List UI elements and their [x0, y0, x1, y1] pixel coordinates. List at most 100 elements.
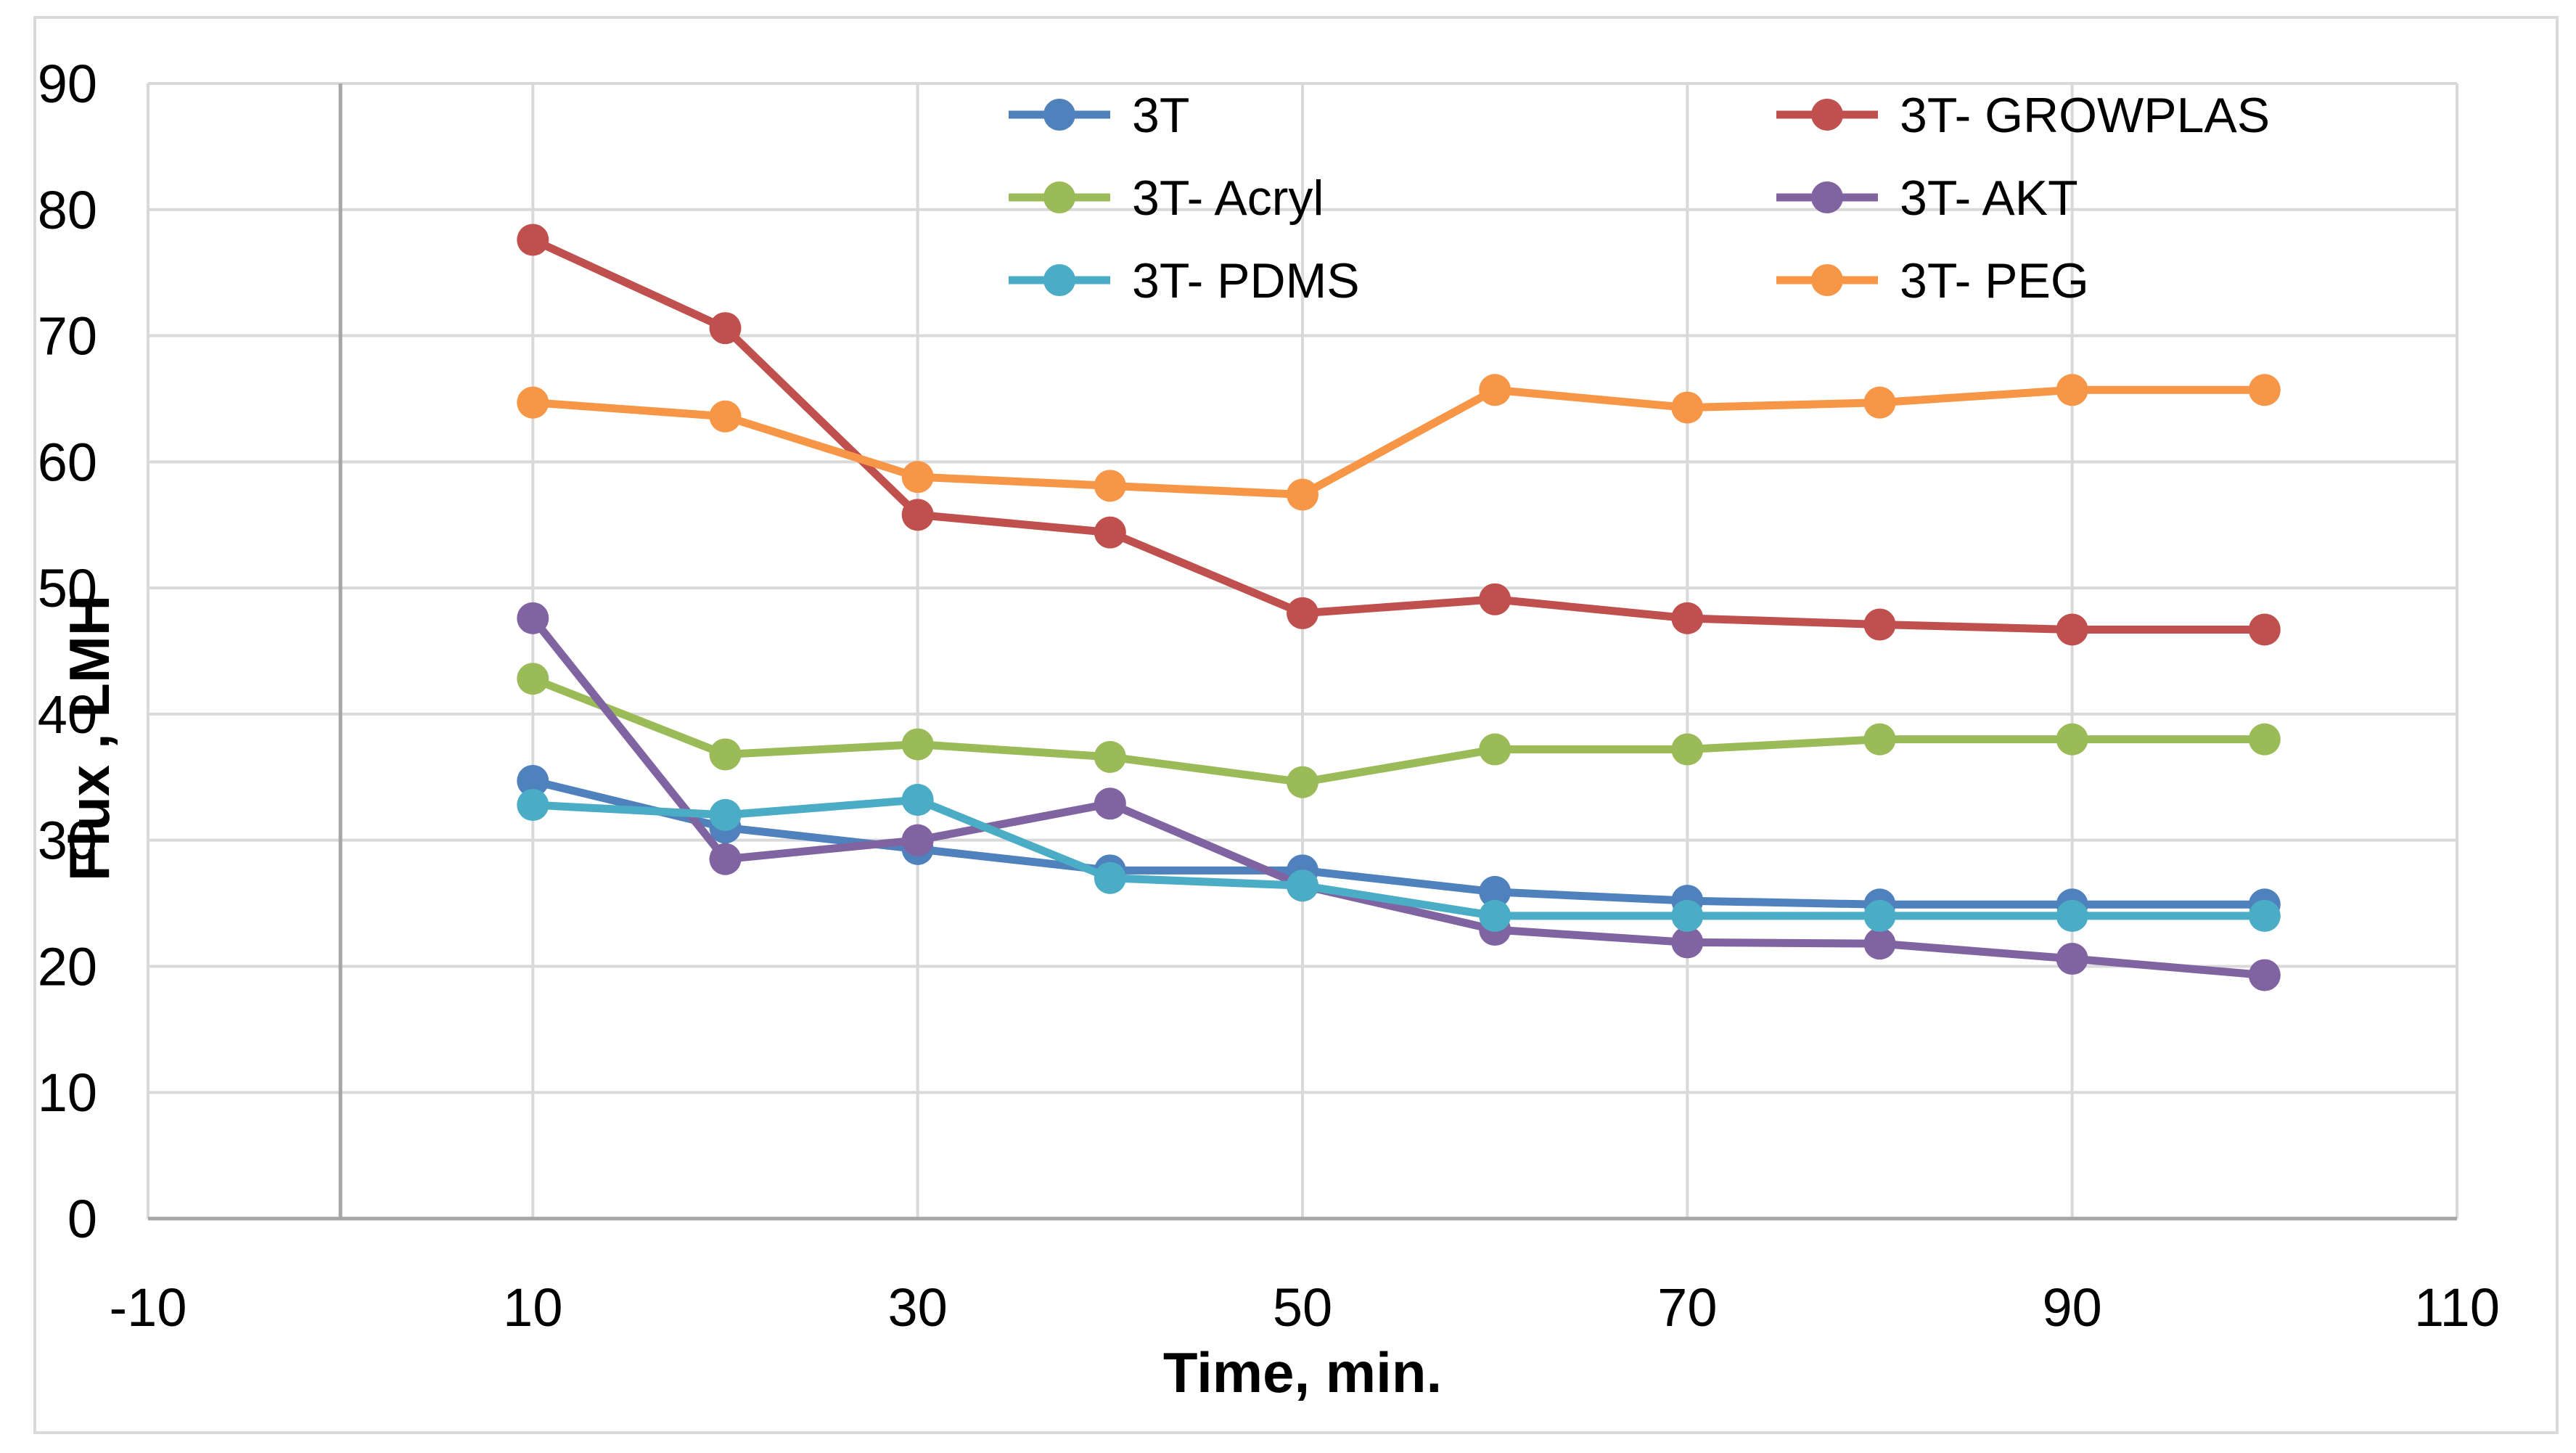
axes [148, 83, 2457, 1221]
x-tick-label: 30 [888, 1277, 948, 1338]
data-point [2248, 723, 2281, 756]
x-tick-label: 70 [1657, 1277, 1717, 1338]
data-point [2248, 959, 2281, 991]
data-point [517, 224, 549, 256]
data-point [901, 784, 934, 816]
data-point [1094, 516, 1126, 549]
legend-label: 3T- PEG [1900, 253, 2089, 308]
tick-labels: 0 10 20 30 40 50 60 70 80 90 -10 10 30 50 70 90 110 [38, 54, 2500, 1338]
data-point [1287, 478, 1318, 511]
legend-item: 3T- GROWPLAS [1776, 88, 2270, 143]
y-tick-label: 40 [38, 684, 97, 745]
y-tick-label: 70 [38, 306, 97, 367]
data-point [901, 728, 934, 761]
data-point [1863, 899, 1896, 932]
y-tick-label: 0 [67, 1189, 97, 1249]
x-tick-label: 10 [503, 1277, 562, 1338]
data-point [1863, 928, 1896, 960]
data-point [517, 663, 549, 695]
data-point [1479, 875, 1511, 908]
data-point [1287, 766, 1318, 798]
data-point [2056, 723, 2088, 756]
y-tick-label: 80 [38, 180, 97, 240]
series-line [528, 795, 2269, 920]
y-tick-label: 20 [38, 936, 97, 996]
series-line [528, 674, 2269, 787]
legend-marker [1043, 99, 1075, 131]
data-point [1479, 733, 1511, 766]
data-point [1671, 899, 1704, 932]
series-line [528, 385, 2269, 499]
series-3t-growplas [517, 224, 2281, 646]
series-3t-peg [517, 374, 2281, 511]
x-tick-label: 50 [1273, 1277, 1332, 1338]
data-point [1094, 740, 1126, 773]
chart-border [33, 16, 2559, 1434]
data-point [1479, 583, 1511, 615]
legend-label: 3T [1132, 88, 1189, 143]
data-point [901, 461, 934, 494]
x-tick-label: 90 [2043, 1277, 2102, 1338]
data-point [1287, 869, 1318, 902]
data-point [1671, 391, 1704, 424]
legend: 3T 3T- GROWPLAS 3T- Acryl 3T- AKT 3T- PDMS 3T… [1009, 88, 2270, 308]
legend-label: 3T- AKT [1900, 171, 2078, 226]
x-tick-label: 110 [2414, 1277, 2500, 1338]
y-tick-label: 10 [38, 1063, 97, 1123]
series-line [528, 235, 2269, 634]
series-line [528, 614, 2269, 980]
data-point [709, 312, 742, 345]
series-3t-akt [517, 602, 2281, 991]
data-point [709, 738, 742, 771]
data-point [2248, 613, 2281, 646]
data-point [709, 843, 742, 875]
data-point [2056, 374, 2088, 406]
legend-marker [1811, 264, 1843, 296]
y-axis-title: Flux , LMH [57, 595, 121, 881]
data-point [1287, 597, 1318, 629]
legend-item: 3T [1009, 88, 1189, 143]
data-point [709, 400, 742, 433]
data-point [1863, 608, 1896, 641]
data-point [517, 789, 549, 822]
series-line [528, 777, 2269, 909]
y-tick-label: 60 [38, 432, 97, 492]
legend-marker [1811, 181, 1843, 213]
data-point [2056, 899, 2088, 932]
data-point [1094, 861, 1126, 894]
data-point [1671, 926, 1704, 959]
legend-marker [1043, 264, 1075, 296]
legend-item: 3T- PEG [1776, 253, 2089, 308]
data-point [2248, 374, 2281, 406]
legend-marker [1811, 99, 1843, 131]
data-point [517, 386, 549, 419]
data-point [1479, 899, 1511, 932]
data-point [901, 499, 934, 531]
legend-label: 3T- PDMS [1132, 253, 1360, 308]
data-point [2056, 613, 2088, 646]
x-tick-label: -10 [110, 1277, 187, 1338]
legend-marker [1043, 181, 1075, 213]
data-point [1094, 470, 1126, 502]
data-point [709, 798, 742, 831]
data-point [1863, 723, 1896, 756]
y-tick-label: 90 [38, 54, 97, 114]
legend-label: 3T- GROWPLAS [1900, 88, 2270, 143]
y-tick-label: 30 [38, 811, 97, 871]
x-axis-title: Time, min. [1163, 1341, 1442, 1404]
grid [147, 82, 2458, 1219]
data-point [2248, 899, 2281, 932]
legend-item: 3T- AKT [1776, 171, 2078, 226]
data-point [1863, 386, 1896, 419]
data-point [517, 602, 549, 634]
legend-item: 3T- Acryl [1009, 171, 1324, 226]
series-3t-pdms [517, 784, 2281, 932]
data-point [1671, 733, 1704, 766]
data-point [1671, 602, 1704, 634]
y-tick-label: 50 [38, 558, 97, 618]
legend-item: 3T- PDMS [1009, 253, 1360, 308]
legend-label: 3T- Acryl [1132, 171, 1324, 226]
data-point [2056, 943, 2088, 975]
